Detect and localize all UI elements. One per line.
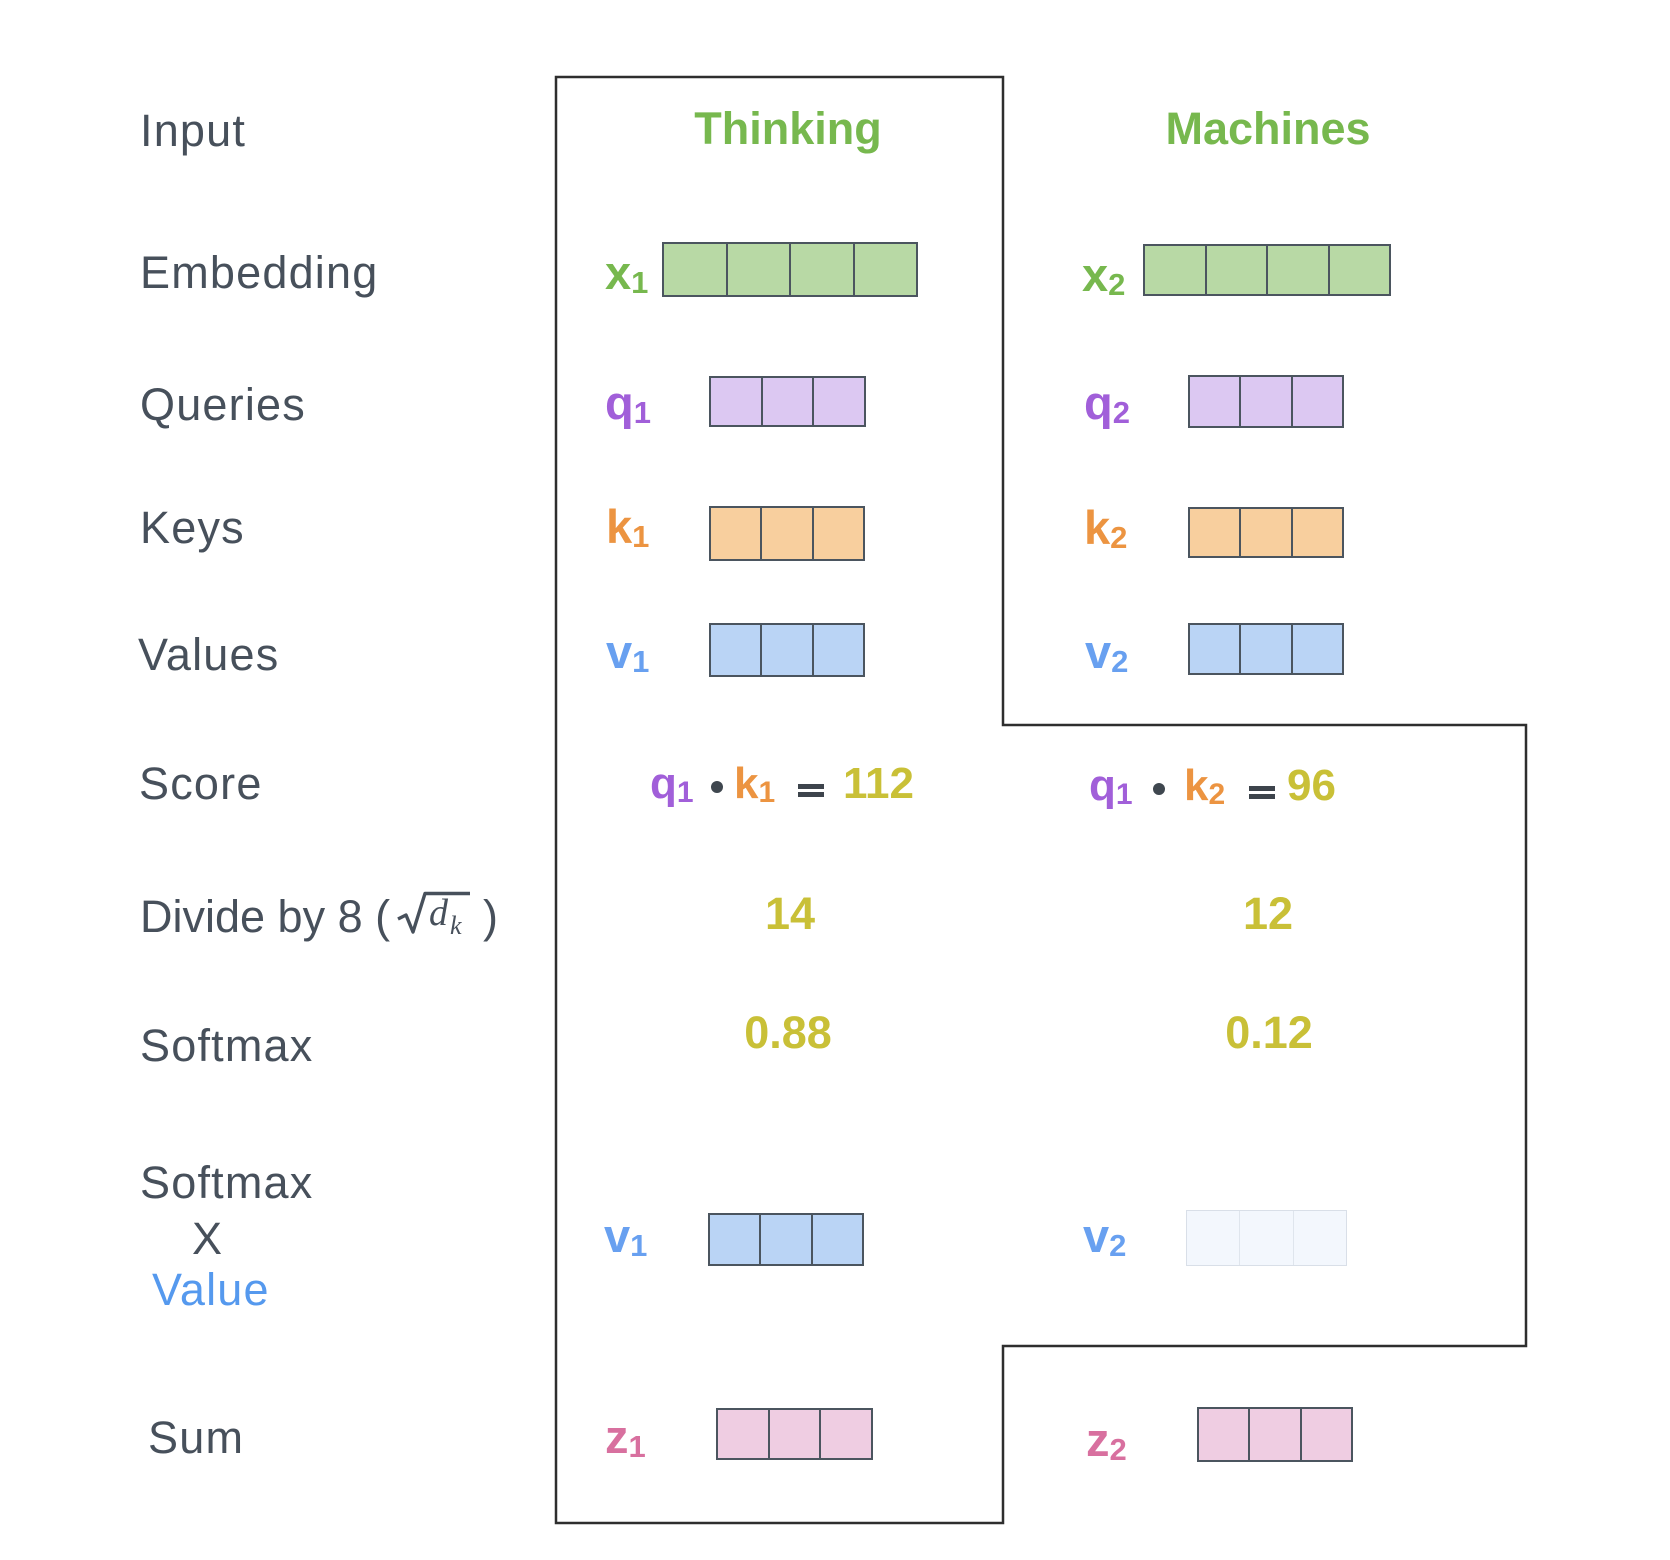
svg-text:k: k [450,911,462,937]
svg-text:d: d [429,892,449,934]
